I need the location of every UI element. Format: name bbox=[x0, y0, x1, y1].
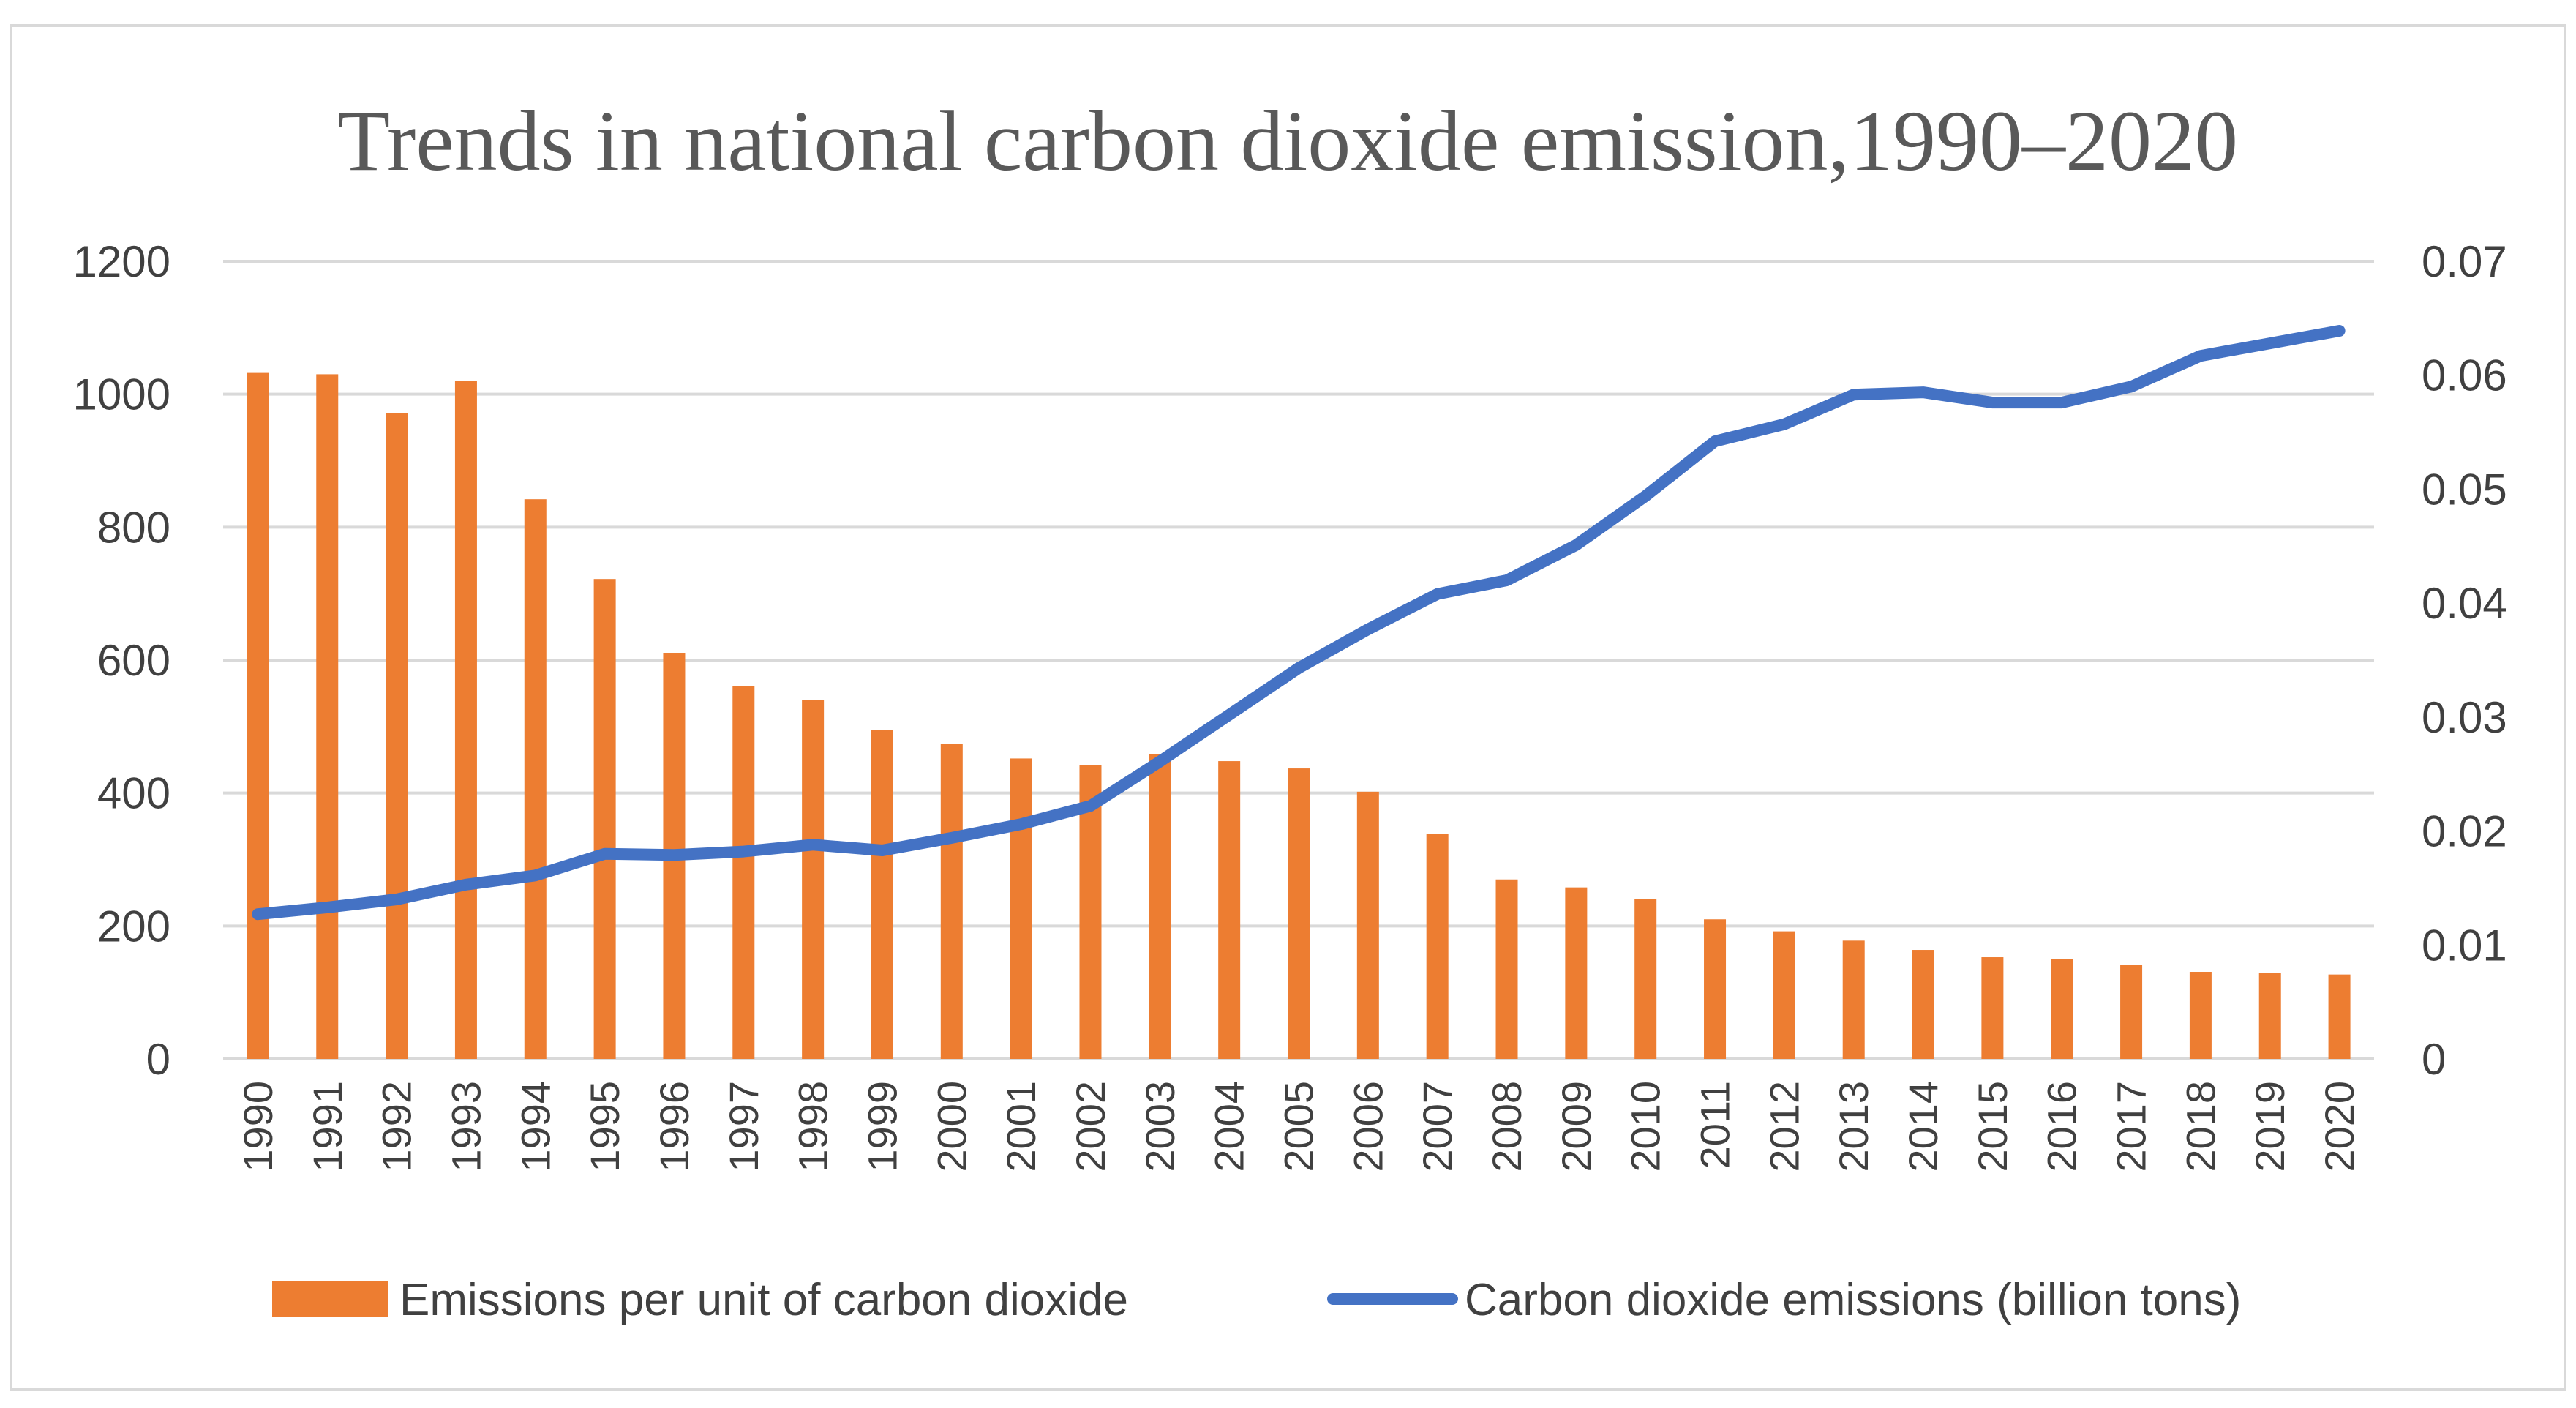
x-tick-label: 2014 bbox=[1900, 1081, 1946, 1172]
x-tick-label: 2010 bbox=[1623, 1081, 1669, 1172]
left-y-tick-label: 1200 bbox=[73, 237, 170, 286]
bar bbox=[454, 381, 477, 1059]
bar bbox=[1773, 931, 1795, 1059]
x-tick-label: 2013 bbox=[1830, 1081, 1877, 1172]
bar bbox=[1634, 899, 1657, 1059]
x-tick-label: 1991 bbox=[304, 1081, 350, 1172]
bar bbox=[2120, 965, 2143, 1059]
bar bbox=[386, 413, 408, 1059]
x-tick-label: 2009 bbox=[1553, 1081, 1599, 1172]
bar bbox=[1079, 765, 1102, 1059]
right-y-tick-label: 0.06 bbox=[2422, 351, 2507, 400]
bar bbox=[2051, 959, 2073, 1059]
x-tick-label: 2020 bbox=[2316, 1081, 2362, 1172]
right-y-tick-label: 0.04 bbox=[2422, 579, 2507, 628]
line-series bbox=[252, 325, 2346, 921]
bar bbox=[2189, 972, 2212, 1059]
x-tick-label: 1999 bbox=[859, 1081, 905, 1172]
right-y-tick-label: 0.05 bbox=[2422, 465, 2507, 514]
left-y-tick-label: 400 bbox=[97, 769, 170, 818]
x-tick-label: 1997 bbox=[721, 1081, 767, 1172]
bar bbox=[1010, 758, 1032, 1059]
legend: Emissions per unit of carbon dioxide Car… bbox=[272, 1275, 2241, 1325]
x-tick-label: 2003 bbox=[1137, 1081, 1183, 1172]
bar bbox=[732, 686, 755, 1059]
bar bbox=[1565, 887, 1588, 1059]
bar bbox=[247, 372, 269, 1060]
x-tick-label: 2011 bbox=[1692, 1081, 1738, 1169]
left-y-tick-label: 1000 bbox=[73, 370, 170, 419]
x-tick-label: 2012 bbox=[1761, 1081, 1807, 1172]
right-y-axis: 0 0.01 0.02 0.03 0.04 0.05 0.06 0.07 bbox=[2422, 237, 2507, 1084]
x-tick-label: 2005 bbox=[1276, 1081, 1322, 1172]
bar bbox=[1426, 834, 1449, 1059]
bar bbox=[1704, 919, 1727, 1059]
left-y-axis: 0 200 400 600 800 1000 1200 bbox=[73, 237, 170, 1084]
grid bbox=[223, 260, 2374, 1060]
chart-title: Trends in national carbon dioxide emissi… bbox=[337, 93, 2238, 189]
bar bbox=[524, 499, 547, 1059]
x-tick-label: 1995 bbox=[582, 1081, 628, 1172]
left-y-tick-label: 200 bbox=[97, 902, 170, 951]
x-tick-label: 2018 bbox=[2177, 1081, 2223, 1172]
x-axis: 1990 1991 1992 1993 1994 1995 1996 1997 1998 1999… bbox=[235, 1081, 2362, 1172]
bar bbox=[316, 374, 339, 1060]
left-y-tick-label: 600 bbox=[97, 636, 170, 685]
x-tick-label: 2007 bbox=[1414, 1081, 1460, 1172]
right-y-tick-label: 0 bbox=[2422, 1035, 2446, 1084]
x-tick-label: 1998 bbox=[790, 1081, 836, 1172]
x-tick-label: 1990 bbox=[235, 1081, 281, 1172]
bar bbox=[593, 579, 616, 1059]
bar bbox=[1842, 940, 1865, 1059]
right-y-tick-label: 0.01 bbox=[2422, 921, 2507, 970]
x-tick-label: 2000 bbox=[928, 1081, 975, 1172]
bar bbox=[1218, 761, 1241, 1059]
bar bbox=[2328, 974, 2351, 1059]
x-tick-label: 1992 bbox=[374, 1081, 420, 1172]
legend-line-label: Carbon dioxide emissions (billion tons) bbox=[1465, 1275, 2241, 1325]
bar bbox=[2258, 973, 2281, 1059]
bar bbox=[1495, 879, 1518, 1059]
line-path bbox=[252, 325, 2346, 921]
bar bbox=[940, 744, 963, 1059]
x-tick-label: 2019 bbox=[2247, 1081, 2293, 1172]
bar bbox=[1981, 957, 2004, 1059]
right-y-tick-label: 0.02 bbox=[2422, 807, 2507, 856]
bar bbox=[1288, 768, 1310, 1059]
x-tick-label: 2001 bbox=[998, 1081, 1044, 1172]
x-tick-label: 1996 bbox=[651, 1081, 697, 1172]
left-y-tick-label: 0 bbox=[146, 1035, 170, 1084]
x-tick-label: 2006 bbox=[1345, 1081, 1391, 1172]
x-tick-label: 2002 bbox=[1067, 1081, 1114, 1172]
x-tick-label: 2017 bbox=[2109, 1081, 2155, 1172]
x-tick-label: 2016 bbox=[2039, 1081, 2085, 1172]
x-tick-label: 1994 bbox=[512, 1081, 558, 1172]
right-y-tick-label: 0.07 bbox=[2422, 237, 2507, 286]
legend-bar-label: Emissions per unit of carbon dioxide bbox=[399, 1275, 1128, 1325]
bar bbox=[871, 730, 893, 1059]
bar bbox=[1912, 950, 1934, 1059]
x-tick-label: 2004 bbox=[1206, 1081, 1253, 1172]
bar bbox=[802, 700, 825, 1059]
x-tick-label: 1993 bbox=[443, 1081, 489, 1172]
left-y-tick-label: 800 bbox=[97, 503, 170, 552]
x-tick-label: 2015 bbox=[1969, 1081, 2016, 1172]
bar bbox=[1356, 791, 1379, 1059]
chart-frame bbox=[10, 24, 2566, 1391]
right-y-tick-label: 0.03 bbox=[2422, 693, 2507, 742]
x-tick-label: 2008 bbox=[1484, 1081, 1530, 1172]
legend-bar-swatch bbox=[272, 1281, 388, 1317]
bar-series bbox=[247, 372, 2351, 1060]
bar bbox=[1149, 754, 1171, 1059]
